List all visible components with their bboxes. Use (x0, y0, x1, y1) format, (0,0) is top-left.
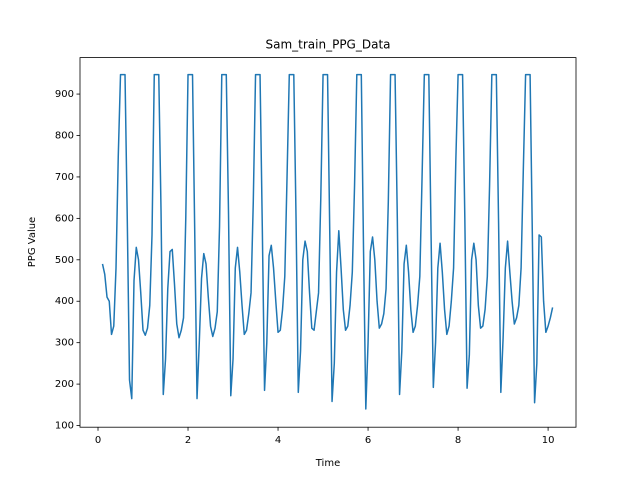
y-tick-label: 100 (55, 421, 74, 432)
x-tick-label: 6 (365, 435, 371, 446)
y-tick-label: 800 (55, 130, 74, 141)
y-tick-label: 300 (55, 338, 74, 349)
y-tick-label: 900 (55, 89, 74, 100)
y-tick-label: 400 (55, 296, 74, 307)
y-tick-label: 500 (55, 255, 74, 266)
y-tick-label: 200 (55, 379, 74, 390)
x-tick-label: 4 (275, 435, 281, 446)
x-tick-label: 2 (185, 435, 191, 446)
x-tick-label: 8 (455, 435, 461, 446)
axes-frame (79, 57, 577, 428)
x-tick-label: 10 (542, 435, 555, 446)
x-axis-label: Time (315, 458, 340, 469)
y-tick-label: 700 (55, 172, 74, 183)
plot-area (101, 73, 554, 410)
data-line (101, 73, 554, 410)
chart-title: Sam_train_PPG_Data (265, 38, 390, 52)
y-axis-label: PPG Value (27, 217, 38, 267)
x-tick-label: 0 (95, 435, 101, 446)
y-tick-label: 600 (55, 213, 74, 224)
